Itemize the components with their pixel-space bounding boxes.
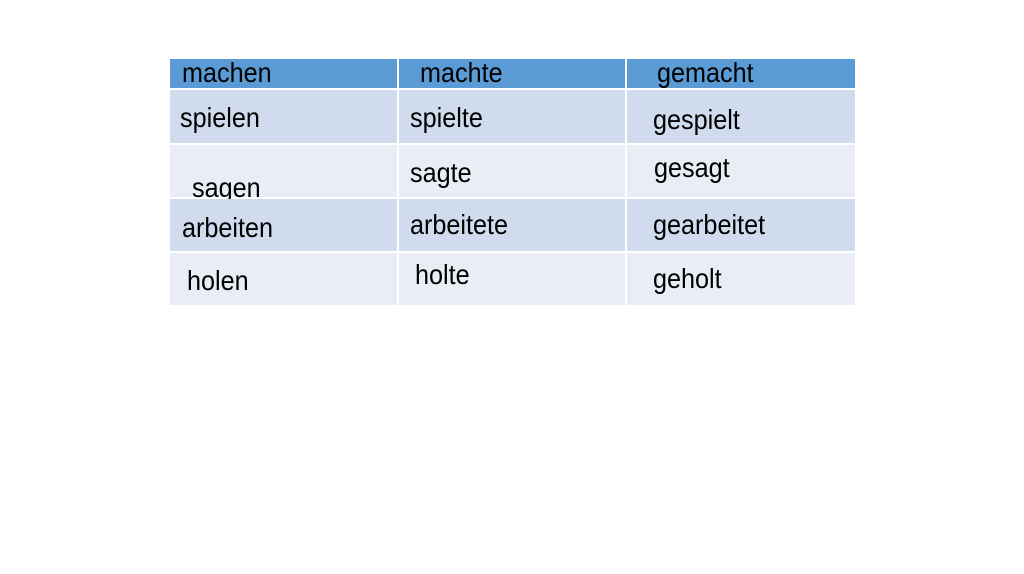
cell-text: holen bbox=[187, 265, 249, 296]
cell-text: gesagt bbox=[654, 152, 730, 183]
table-cell: holen bbox=[170, 253, 397, 305]
table-cell: holte bbox=[399, 253, 625, 305]
cell-text: gespielt bbox=[653, 104, 740, 135]
cell-text: geholt bbox=[653, 263, 722, 294]
header-text: gemacht bbox=[657, 57, 754, 88]
cell-text: spielen bbox=[180, 102, 260, 133]
table-cell: arbeiten bbox=[170, 199, 397, 251]
cell-text: arbeiten bbox=[182, 212, 274, 243]
header-cell: machen bbox=[170, 59, 397, 88]
cell-text: gearbeitet bbox=[653, 209, 766, 240]
cell-text: holte bbox=[415, 259, 470, 290]
header-text: machen bbox=[182, 57, 272, 88]
header-cell: machte bbox=[399, 59, 625, 88]
table-cell: gespielt bbox=[627, 90, 855, 143]
table-cell: arbeitete bbox=[399, 199, 625, 251]
table-cell: sagte bbox=[399, 145, 625, 197]
table-cell: gesagt bbox=[627, 145, 855, 197]
table-cell: spielte bbox=[399, 90, 625, 143]
table-cell: geholt bbox=[627, 253, 855, 305]
cell-text: sagen bbox=[192, 172, 261, 203]
cell-text: sagte bbox=[410, 157, 472, 188]
table-cell: sagen bbox=[170, 145, 397, 202]
cell-text: spielte bbox=[410, 102, 483, 133]
table-cell: gearbeitet bbox=[627, 199, 855, 251]
table-cell: spielen bbox=[170, 90, 397, 143]
cell-text: arbeitete bbox=[410, 209, 509, 240]
header-cell: gemacht bbox=[627, 59, 855, 88]
header-text: machte bbox=[420, 57, 503, 88]
